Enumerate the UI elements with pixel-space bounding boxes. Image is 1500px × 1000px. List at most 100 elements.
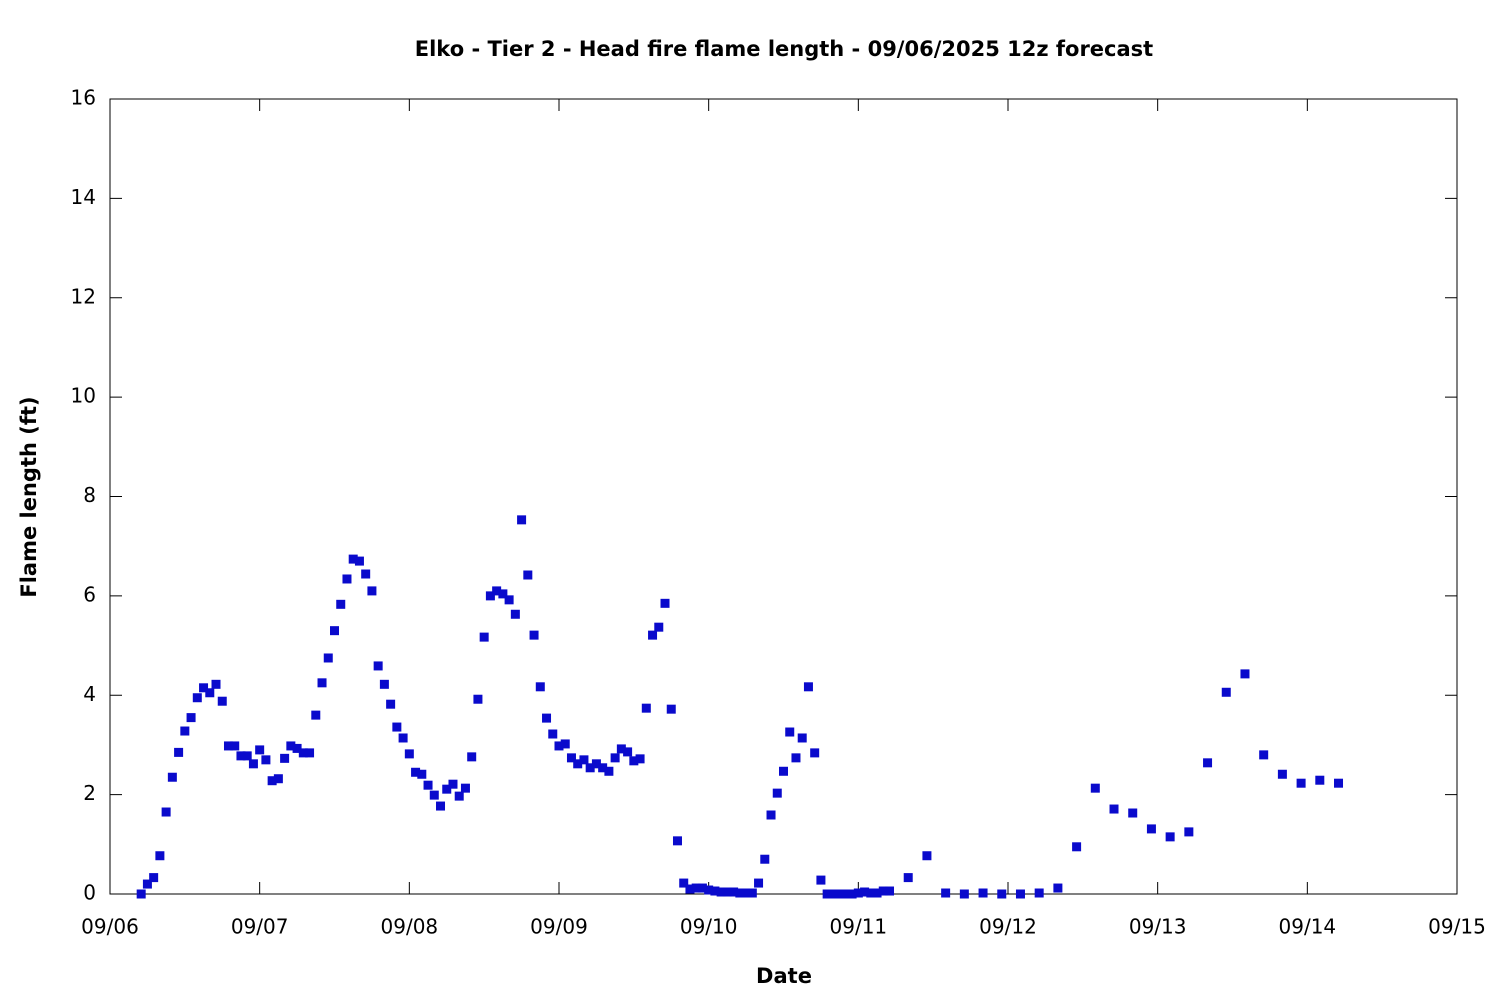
point — [467, 752, 477, 762]
point — [660, 598, 670, 608]
point — [697, 883, 707, 893]
point — [903, 873, 913, 883]
point — [323, 653, 333, 663]
point — [872, 888, 882, 898]
point — [223, 741, 233, 751]
point — [635, 754, 645, 764]
point — [941, 888, 951, 898]
point — [286, 741, 296, 751]
point — [273, 774, 283, 784]
point — [1277, 769, 1287, 779]
point — [199, 683, 209, 693]
point — [448, 779, 458, 789]
point — [311, 710, 321, 720]
x-tick-label: 09/09 — [530, 915, 588, 939]
point — [436, 801, 446, 811]
point — [797, 733, 807, 743]
point — [1221, 687, 1231, 697]
point — [1146, 824, 1156, 834]
point — [828, 889, 838, 899]
point — [610, 753, 620, 763]
point — [847, 889, 857, 899]
point — [167, 772, 177, 782]
point — [142, 879, 152, 889]
y-tick-label: 8 — [83, 483, 96, 507]
point — [460, 783, 470, 793]
point — [354, 556, 364, 566]
point — [548, 729, 558, 739]
y-tick-label: 12 — [71, 284, 96, 308]
point — [560, 739, 570, 749]
point — [598, 763, 608, 773]
point — [885, 886, 895, 896]
point — [504, 595, 514, 605]
point — [248, 759, 258, 769]
x-tick-label: 09/08 — [381, 915, 439, 939]
point — [566, 753, 576, 763]
point — [835, 889, 845, 899]
x-tick-label: 09/12 — [979, 915, 1037, 939]
x-tick-label: 09/10 — [680, 915, 738, 939]
point — [791, 753, 801, 763]
point — [267, 776, 277, 786]
point — [292, 743, 302, 753]
point — [280, 753, 290, 763]
point — [1165, 832, 1175, 842]
x-tick-label: 09/11 — [830, 915, 888, 939]
point — [161, 807, 171, 817]
point — [479, 632, 489, 642]
x-tick-label: 09/06 — [81, 915, 139, 939]
point — [1184, 827, 1194, 837]
point — [1090, 783, 1100, 793]
point — [585, 763, 595, 773]
point — [1203, 758, 1213, 768]
point — [747, 888, 757, 898]
point — [760, 854, 770, 864]
point — [685, 884, 695, 894]
x-tick-label: 09/13 — [1129, 915, 1187, 939]
point — [386, 699, 396, 709]
point — [672, 836, 682, 846]
point — [710, 886, 720, 896]
point — [485, 591, 495, 601]
point — [336, 599, 346, 609]
point — [704, 885, 714, 895]
y-tick-label: 16 — [71, 86, 96, 110]
point — [1053, 883, 1063, 893]
point — [373, 661, 383, 671]
point — [766, 810, 776, 820]
y-tick-label: 14 — [71, 185, 96, 209]
point — [342, 574, 352, 584]
point — [510, 609, 520, 619]
point — [735, 888, 745, 898]
point — [367, 586, 377, 596]
x-tick-label: 09/15 — [1428, 915, 1486, 939]
point — [180, 726, 190, 736]
point — [679, 878, 689, 888]
point — [404, 749, 414, 759]
point — [498, 589, 508, 599]
point — [959, 889, 969, 899]
point — [261, 755, 271, 765]
x-tick-label: 09/07 — [231, 915, 289, 939]
point — [1128, 808, 1138, 818]
chart-title: Elko - Tier 2 - Head fire flame length -… — [415, 37, 1153, 61]
point — [772, 788, 782, 798]
point — [454, 791, 464, 801]
point — [754, 878, 764, 888]
point — [1240, 669, 1250, 679]
point — [136, 889, 146, 899]
point — [1109, 804, 1119, 814]
point — [317, 678, 327, 688]
point — [517, 515, 527, 525]
point — [623, 747, 633, 757]
y-tick-label: 4 — [83, 682, 96, 706]
point — [853, 888, 863, 898]
point — [579, 755, 589, 765]
point — [1296, 778, 1306, 788]
y-tick-label: 2 — [83, 781, 96, 805]
point — [978, 888, 988, 898]
point — [785, 727, 795, 737]
